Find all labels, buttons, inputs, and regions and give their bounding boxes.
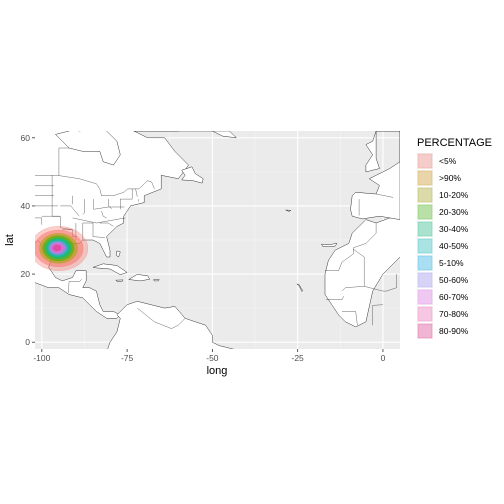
legend-key-bg [417, 323, 433, 339]
legend-key [417, 238, 433, 254]
legend-key-bg [417, 289, 433, 305]
legend-key-bg [417, 238, 433, 254]
y-axis: 0 20 40 60 [21, 133, 35, 347]
land-puerto-rico [153, 279, 160, 282]
border-sahara-mauritania [325, 247, 354, 271]
border-spain-france [376, 193, 394, 198]
land-cape-verde [296, 283, 303, 292]
legend-key-bg [417, 221, 433, 237]
border-mali-niger [364, 274, 397, 292]
land-south-america [107, 301, 234, 349]
legend-key-bg [417, 255, 433, 271]
border-state-n [35, 217, 42, 225]
border-mexico-guatemala [68, 279, 83, 293]
border-ivory-coast-ghana [372, 304, 383, 326]
land-greenland [133, 131, 237, 139]
legend-key-bg [417, 272, 433, 288]
legend-label: 70-80% [439, 309, 469, 319]
legend-key [417, 153, 433, 169]
border-brazil-venezuela [137, 307, 186, 329]
border-morocco-algeria [353, 223, 377, 248]
x-tick-label: -25 [292, 353, 305, 363]
legend-key [417, 204, 433, 220]
border-state-o [108, 199, 112, 209]
border-state-b [60, 205, 80, 217]
land-jamaica [115, 279, 124, 282]
border-guinea-liberia [342, 311, 358, 326]
legend-title: PERCENTAGE [417, 137, 492, 149]
border-state-c [41, 216, 73, 230]
x-tick-label: 0 [381, 353, 386, 363]
legend-key [417, 221, 433, 237]
legend-label: <5% [439, 156, 457, 166]
border-state-q [101, 210, 107, 219]
legend-key [417, 255, 433, 271]
legend-key-bg [417, 153, 433, 169]
legend-label: 50-60% [439, 275, 469, 285]
legend-label: >90% [439, 173, 461, 183]
land-europe [350, 131, 400, 220]
y-tick-label: 40 [21, 201, 31, 211]
legend-key [417, 170, 433, 186]
density-layer [35, 226, 89, 271]
border-state-i [82, 199, 85, 215]
border-state-s [135, 188, 138, 197]
legend-key [417, 306, 433, 322]
density-band [52, 244, 62, 252]
legend-label: 30-40% [439, 224, 469, 234]
border-state-d [72, 217, 126, 224]
y-axis-title: lat [4, 234, 16, 246]
land-azores [285, 209, 291, 212]
legend-label: 80-90% [439, 326, 469, 336]
border-state-r [99, 222, 114, 227]
legend-key [417, 323, 433, 339]
land-iceland [301, 121, 339, 126]
x-axis: -100 -75 -50 -25 0 [33, 349, 386, 363]
legend-label: 10-20% [439, 190, 469, 200]
legend: PERCENTAGE <5% >90% 10-20% 20-30% 30-40% 40-5… [417, 137, 492, 339]
land-bahamas [115, 250, 121, 258]
x-tick-label: -100 [33, 353, 50, 363]
border-state-e [82, 222, 105, 240]
legend-label: 5-10% [439, 258, 464, 268]
y-tick-label: 0 [25, 337, 30, 347]
x-tick-label: -75 [121, 353, 134, 363]
legend-label: 20-30% [439, 207, 469, 217]
legend-label: 40-50% [439, 241, 469, 251]
land-hispaniola [128, 274, 150, 282]
legend-key-bg [417, 204, 433, 220]
x-axis-title: long [207, 365, 228, 377]
land-cuba [92, 263, 128, 275]
border-senegal-guinea [326, 296, 344, 300]
y-tick-label: 20 [21, 269, 31, 279]
legend-key-bg [417, 306, 433, 322]
border-canada-provinces [58, 147, 70, 176]
legend-label: 60-70% [439, 292, 469, 302]
legend-key [417, 272, 433, 288]
x-tick-label: -50 [206, 353, 219, 363]
border-state-h [93, 199, 125, 210]
y-tick-label: 60 [21, 133, 31, 143]
border-state-t [137, 199, 140, 202]
legend-key [417, 187, 433, 203]
border-us-canada [35, 175, 155, 196]
land-canary-islands [321, 243, 338, 248]
legend-key [417, 289, 433, 305]
legend-key-bg [417, 187, 433, 203]
legend-key-bg [417, 170, 433, 186]
border-state-p [120, 188, 133, 210]
border-lines [35, 147, 397, 329]
land-africa [324, 217, 400, 328]
land-newfoundland [181, 166, 204, 184]
